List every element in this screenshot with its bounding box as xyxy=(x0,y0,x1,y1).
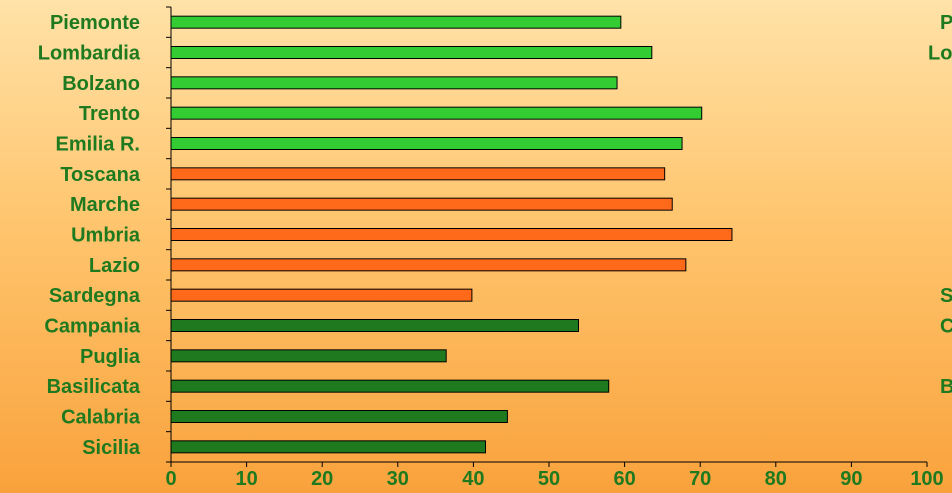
x-tick-labels: 0 10 20 30 40 50 60 70 80 90 100 xyxy=(165,468,943,490)
clipped-category-label: Lo xyxy=(928,43,952,65)
category-label: Trento xyxy=(79,103,140,125)
category-label: Campania xyxy=(44,316,140,338)
bar xyxy=(170,258,687,272)
bar xyxy=(170,379,610,393)
bar xyxy=(170,46,653,59)
x-tick-label: 30 xyxy=(387,468,409,490)
bar xyxy=(170,349,447,363)
clipped-category-label: P xyxy=(940,12,952,34)
x-tick-label: 60 xyxy=(613,468,635,490)
bars xyxy=(170,15,733,454)
bar xyxy=(170,15,622,29)
x-tick-label: 20 xyxy=(311,468,333,490)
x-tick-label: 90 xyxy=(840,468,862,490)
category-label: Calabria xyxy=(61,407,141,429)
bar xyxy=(170,197,673,211)
category-label: Bolzano xyxy=(62,73,140,95)
category-label: Piemonte xyxy=(50,12,140,34)
bar xyxy=(170,410,508,423)
bar xyxy=(170,76,618,90)
x-tick-label: 50 xyxy=(538,468,560,490)
clipped-category-label: C xyxy=(940,316,952,338)
x-tick-label: 40 xyxy=(462,468,484,490)
category-label: Puglia xyxy=(80,346,141,368)
clipped-category-label: B xyxy=(940,376,952,398)
x-tick-label: 10 xyxy=(235,468,257,490)
clipped-category-label: S xyxy=(940,285,952,307)
category-label: Lombardia xyxy=(38,43,141,65)
bar xyxy=(170,228,733,241)
x-tick-label: 0 xyxy=(165,468,176,490)
category-label: Marche xyxy=(70,194,140,216)
bar xyxy=(170,319,579,332)
clipped-chart-labels: P Lo SC B xyxy=(928,12,952,398)
category-label: Emilia R. xyxy=(56,134,140,156)
x-tick-label: 70 xyxy=(689,468,711,490)
bar xyxy=(170,440,486,454)
x-tick-label: 100 xyxy=(910,468,943,490)
category-label: Toscana xyxy=(60,164,141,186)
category-labels: Piemonte Lombardia Bolzano Trento Emilia R. T… xyxy=(38,12,141,459)
category-label: Umbria xyxy=(71,225,141,247)
bar xyxy=(170,167,666,181)
category-label: Sardegna xyxy=(49,285,141,307)
bar xyxy=(170,288,473,302)
category-label: Lazio xyxy=(89,255,140,277)
bar xyxy=(170,137,683,150)
category-label: Basilicata xyxy=(47,376,141,398)
category-label: Sicilia xyxy=(82,437,141,459)
bar xyxy=(170,106,703,120)
x-tick-label: 80 xyxy=(765,468,787,490)
